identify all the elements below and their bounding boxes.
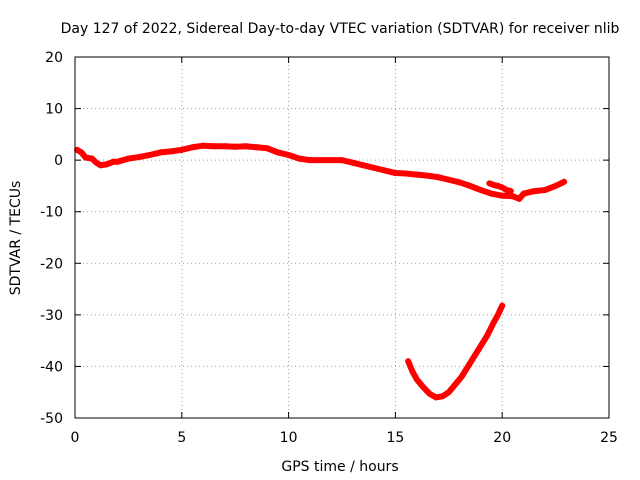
data-point	[424, 172, 431, 179]
series-trace	[74, 142, 568, 202]
data-point	[78, 149, 85, 156]
y-tick-label: -40	[40, 359, 63, 375]
data-point	[210, 143, 217, 150]
data-point	[146, 151, 153, 158]
data-point	[499, 184, 506, 191]
x-tick-label: 10	[280, 430, 298, 446]
data-point	[490, 319, 497, 326]
data-point	[499, 302, 506, 309]
data-point	[403, 170, 410, 177]
data-point	[503, 187, 510, 194]
y-tick-label: 0	[54, 153, 63, 169]
ticks: 0 5 10 15 20 25 -50 -40 -30 -20 -10 0 10 20	[40, 50, 618, 446]
data-point	[253, 144, 260, 151]
data-point	[328, 157, 335, 164]
data-point	[465, 363, 472, 370]
data-point	[507, 188, 514, 195]
data-point	[274, 149, 281, 156]
data-point	[494, 182, 501, 189]
data-point	[561, 178, 568, 185]
data-point	[452, 381, 459, 388]
data-point	[89, 155, 96, 162]
y-tick-label: 10	[45, 102, 63, 118]
data-point	[125, 155, 132, 162]
data-point	[178, 146, 185, 153]
x-axis-title: GPS time / hours	[281, 459, 398, 475]
data-point	[552, 182, 559, 189]
data-point	[458, 373, 465, 380]
data-point	[306, 157, 313, 164]
data-point	[490, 181, 497, 188]
data-point	[471, 353, 478, 360]
x-tick-label: 5	[177, 430, 186, 446]
data-point	[516, 195, 523, 202]
data-point	[439, 393, 446, 400]
data-point	[82, 154, 89, 161]
data-point	[445, 176, 452, 183]
y-tick-label: -30	[40, 308, 63, 324]
data-point	[200, 142, 207, 149]
data-point	[242, 143, 249, 150]
data-point	[93, 159, 100, 166]
data-point	[432, 394, 439, 401]
data-point	[486, 180, 493, 187]
data-point	[413, 376, 420, 383]
data-point	[381, 167, 388, 174]
data-point	[371, 164, 378, 171]
x-tick-label: 20	[493, 430, 511, 446]
data-point	[426, 390, 433, 397]
data-point	[413, 171, 420, 178]
data-point	[360, 162, 367, 169]
data-point	[445, 389, 452, 396]
data-point	[97, 162, 104, 169]
y-tick-label: -50	[40, 411, 63, 427]
plot-border	[74, 56, 610, 419]
data-point	[405, 358, 412, 365]
data-point	[296, 155, 303, 162]
data-point	[477, 342, 484, 349]
y-tick-label: -10	[40, 205, 63, 221]
data-marks	[74, 142, 568, 401]
data-point	[114, 158, 121, 165]
data-point	[157, 149, 164, 156]
data-point	[392, 170, 399, 177]
data-point	[499, 192, 506, 199]
data-point	[541, 187, 548, 194]
data-point	[136, 154, 143, 161]
data-point	[168, 148, 175, 155]
data-point	[104, 161, 111, 168]
x-tick-label: 15	[386, 430, 404, 446]
data-point	[477, 187, 484, 194]
data-point	[484, 332, 491, 339]
data-point	[494, 311, 501, 318]
data-point	[435, 174, 442, 181]
data-point	[189, 144, 196, 151]
data-point	[509, 193, 516, 200]
y-tick-label: -20	[40, 256, 63, 272]
y-tick-label: 20	[45, 50, 63, 66]
data-point	[349, 159, 356, 166]
chart-title: Day 127 of 2022, Sidereal Day-to-day VTE…	[61, 21, 620, 37]
data-point	[339, 157, 345, 164]
y-axis-title: SDTVAR / TECUs	[8, 181, 24, 296]
data-point	[221, 143, 228, 150]
x-tick-label: 25	[600, 430, 618, 446]
data-point	[520, 190, 527, 197]
x-tick-label: 0	[71, 430, 80, 446]
data-point	[488, 190, 495, 197]
data-point	[467, 182, 474, 189]
data-point	[409, 368, 416, 375]
data-point	[264, 145, 271, 152]
data-point	[232, 143, 239, 150]
data-point	[317, 157, 324, 164]
data-point	[531, 188, 538, 195]
grid	[75, 57, 609, 418]
data-point	[456, 179, 463, 186]
data-point	[285, 151, 292, 158]
data-point	[420, 384, 427, 391]
